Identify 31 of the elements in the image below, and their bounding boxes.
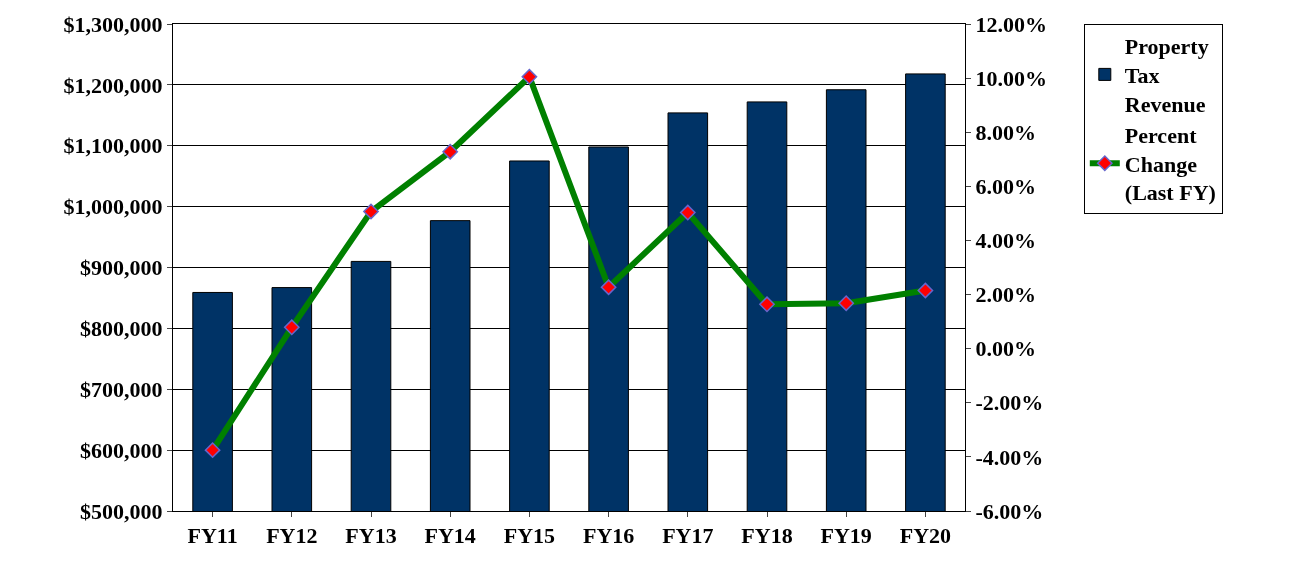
x-tick-label: FY14 — [424, 523, 476, 549]
y2-tick-label: -4.00% — [975, 444, 1044, 470]
y2-tick-label: 10.00% — [975, 65, 1047, 91]
x-tick-label: FY18 — [741, 523, 793, 549]
y-tick-label: $700,000 — [80, 376, 163, 402]
x-tick-label: FY13 — [345, 523, 397, 549]
y-tick-label: $1,000,000 — [63, 194, 163, 220]
y2-tick-label: -2.00% — [975, 390, 1044, 416]
y2-tick-label: 0.00% — [975, 336, 1036, 362]
y-tick-label: $1,300,000 — [63, 11, 163, 37]
x-tick-label: FY20 — [899, 523, 952, 549]
y-tick-label: $1,100,000 — [63, 133, 163, 159]
y-tick-label: $800,000 — [80, 316, 163, 342]
y2-tick-label: 2.00% — [975, 282, 1036, 308]
y2-tick-label: 6.00% — [975, 174, 1036, 200]
y-tick-label: $900,000 — [80, 255, 163, 281]
x-tick-label: FY15 — [503, 523, 556, 549]
y2-tick-label: 4.00% — [975, 228, 1036, 254]
y-tick-label: $1,200,000 — [63, 72, 163, 98]
legend-label: Property Tax Revenue — [1124, 34, 1209, 117]
y-tick-label: $500,000 — [80, 498, 163, 524]
y-tick-label: $600,000 — [80, 437, 163, 463]
x-tick-label: FY17 — [662, 523, 714, 549]
y2-tick-label: 8.00% — [975, 119, 1036, 145]
y2-tick-label: -6.00% — [975, 498, 1044, 524]
x-tick-label: FY11 — [187, 523, 238, 549]
x-tick-label: FY12 — [266, 523, 318, 549]
x-tick-label: FY19 — [820, 523, 872, 549]
legend-label: Percent Change (Last FY) — [1124, 123, 1216, 206]
x-tick-label: FY16 — [582, 523, 635, 549]
y2-tick-label: 12.00% — [975, 11, 1047, 37]
